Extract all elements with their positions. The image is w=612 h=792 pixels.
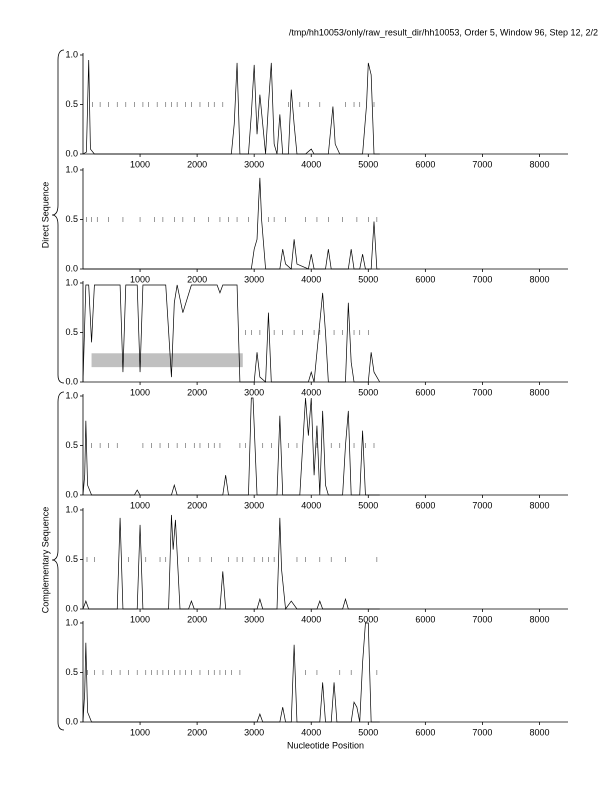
x-tick-label: 7000 [472,387,492,397]
y-tick-label: 0.0 [65,263,78,273]
x-tick-label: 8000 [529,500,549,510]
x-tick-label: 6000 [415,274,435,284]
y-tick-label: 0.5 [65,554,78,564]
x-tick-label: 4000 [301,727,321,737]
brace [51,391,65,731]
x-tick-label: 2000 [187,159,207,169]
header: /tmp/hh10053/only/raw_result_dir/hh10053… [289,27,598,37]
x-tick-label: 2000 [187,614,207,624]
region [91,353,243,368]
x-tick-label: 3000 [244,727,264,737]
x-tick-label: 2000 [187,727,207,737]
probability-line [83,177,380,270]
x-tick-label: 6000 [415,500,435,510]
x-tick-label: 6000 [415,159,435,169]
x-tick-label: 8000 [529,274,549,284]
x-tick-label: 5000 [358,159,378,169]
x-tick-label: 3000 [244,614,264,624]
x-tick-label: 7000 [472,614,492,624]
y-tick-label: 0.0 [65,376,78,386]
x-tick-label: 1000 [130,614,150,624]
y-tick-label: 0.5 [65,214,78,224]
x-tick-label: 5000 [358,727,378,737]
probability-line [82,397,380,496]
x-tick-label: 2000 [187,500,207,510]
y-tick-label: 0.0 [65,489,78,499]
brace [51,49,65,384]
x-tick-label: 1000 [130,159,150,169]
x-tick-label: 8000 [529,614,549,624]
probability-line [82,59,380,155]
y-tick-label: 1.0 [65,49,78,59]
x-tick-label: 5000 [358,387,378,397]
x-tick-label: 5000 [358,500,378,510]
y-tick-label: 0.0 [65,148,78,158]
x-tick-label: 8000 [529,727,549,737]
x-tick-label: 3000 [244,500,264,510]
y-tick-label: 0.5 [65,440,78,450]
y-tick-label: 1.0 [65,504,78,514]
x-tick-label: 5000 [358,614,378,624]
x-tick-label: 6000 [415,387,435,397]
x-tick-label: 3000 [244,159,264,169]
y-tick-label: 1.0 [65,617,78,627]
x-tick-label: 4000 [301,274,321,284]
x-tick-label: 2000 [187,387,207,397]
y-tick-label: 0.5 [65,327,78,337]
x-tick-label: 4000 [301,614,321,624]
x-tick-label: 4000 [301,387,321,397]
x-tick-label: 7000 [472,159,492,169]
strand-label: Direct Sequence [40,182,50,249]
x-axis-label: Nucleotide Position [287,740,364,750]
x-tick-label: 7000 [472,727,492,737]
x-tick-label: 8000 [529,159,549,169]
y-tick-label: 1.0 [65,164,78,174]
x-tick-label: 7000 [472,500,492,510]
x-tick-label: 1000 [130,387,150,397]
x-tick-label: 6000 [415,614,435,624]
y-tick-label: 0.0 [65,603,78,613]
probability-line [82,514,380,610]
x-tick-label: 3000 [244,274,264,284]
x-tick-label: 6000 [415,727,435,737]
probability-line [82,622,380,723]
y-tick-label: 1.0 [65,277,78,287]
x-tick-label: 1000 [130,500,150,510]
x-tick-label: 7000 [472,274,492,284]
x-tick-label: 5000 [358,274,378,284]
probability-line [82,284,381,383]
x-tick-label: 2000 [187,274,207,284]
x-tick-label: 8000 [529,387,549,397]
y-tick-label: 0.5 [65,667,78,677]
x-tick-label: 3000 [244,387,264,397]
x-tick-label: 1000 [130,274,150,284]
x-tick-label: 1000 [130,727,150,737]
x-tick-label: 4000 [301,500,321,510]
y-tick-label: 0.0 [65,716,78,726]
strand-label: Complementary Sequence [40,507,50,614]
y-tick-label: 1.0 [65,390,78,400]
x-tick-label: 4000 [301,159,321,169]
y-tick-label: 0.5 [65,99,78,109]
